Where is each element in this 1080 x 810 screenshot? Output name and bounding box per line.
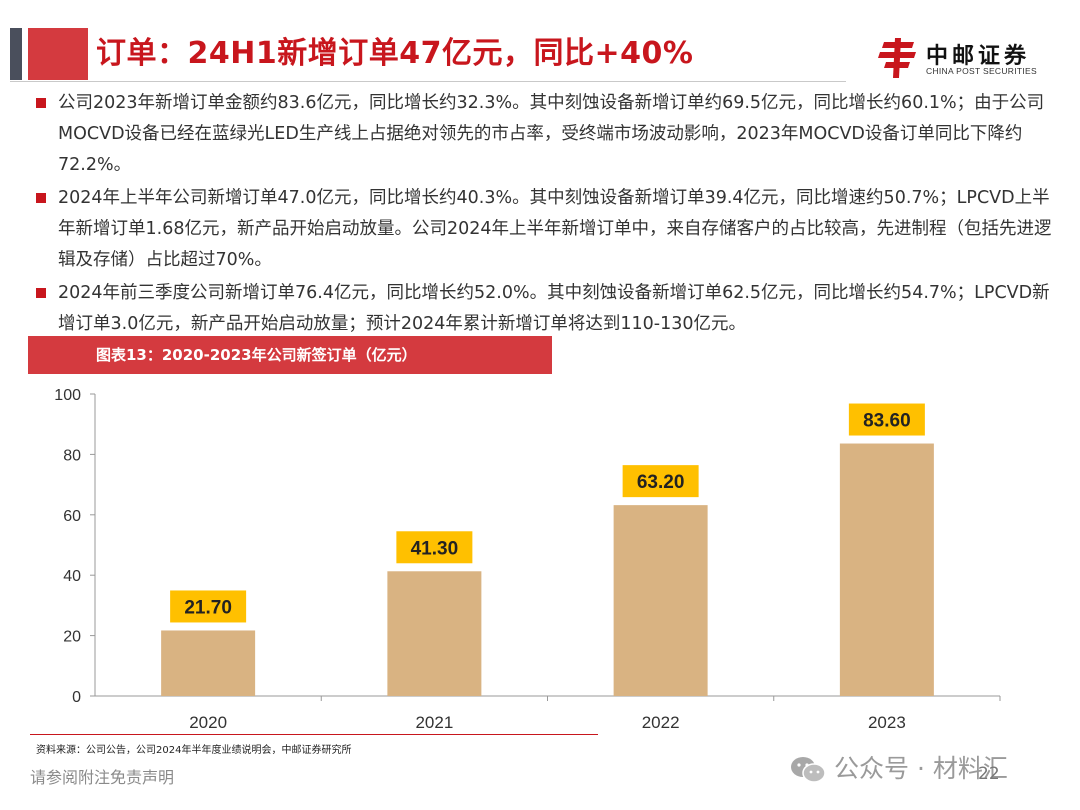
source-divider bbox=[30, 734, 598, 735]
company-logo: 中邮证券 CHINA POST SECURITIES bbox=[878, 36, 1058, 80]
x-tick-label: 2023 bbox=[868, 713, 906, 732]
x-tick-label: 2020 bbox=[189, 713, 227, 732]
watermark: 公众号 · 材料汇 bbox=[790, 752, 1008, 786]
chart-title-bar bbox=[28, 336, 552, 374]
logo-icon bbox=[878, 38, 916, 78]
y-tick-label: 80 bbox=[63, 447, 81, 464]
data-label-background bbox=[848, 403, 925, 436]
watermark-text: 公众号 · 材料汇 bbox=[834, 754, 1008, 783]
bullet-square-icon bbox=[36, 193, 46, 203]
bar-chart: 0 20 40 60 80 100 21.70 2020 41.30 2021 63.20 2022 8… bbox=[54, 387, 1001, 732]
y-tick-label: 100 bbox=[54, 387, 81, 404]
source-note: 资料来源：公司公告，公司2024年半年度业绩说明会，中邮证券研究所 bbox=[36, 745, 352, 756]
y-tick-label: 0 bbox=[72, 689, 81, 706]
bullet-item: 2024年前三季度公司新增订单76.4亿元，同比增长约52.0%。其中刻蚀设备新… bbox=[36, 278, 1066, 340]
data-label-background bbox=[396, 531, 473, 564]
y-tick-label: 60 bbox=[63, 508, 81, 525]
x-tick-label: 2022 bbox=[642, 713, 680, 732]
bar bbox=[387, 571, 482, 696]
page-number: 22 bbox=[978, 764, 1000, 784]
title-accent-block bbox=[28, 28, 88, 80]
bullet-text: 2024年上半年公司新增订单47.0亿元，同比增长约40.3%。其中刻蚀设备新增… bbox=[58, 188, 1052, 270]
title-left-bar bbox=[10, 28, 22, 80]
wechat-icon bbox=[791, 757, 826, 783]
bullet-list: 公司2023年新增订单金额约83.6亿元，同比增长约32.3%。其中刻蚀设备新增… bbox=[36, 88, 1066, 342]
logo-chinese-name: 中邮证券 bbox=[926, 44, 1031, 69]
bar bbox=[839, 443, 934, 696]
bullet-text: 2024年前三季度公司新增订单76.4亿元，同比增长约52.0%。其中刻蚀设备新… bbox=[58, 283, 1050, 334]
disclaimer-text: 请参阅附注免责声明 bbox=[30, 768, 175, 787]
data-label: 63.20 bbox=[637, 472, 685, 493]
bar bbox=[161, 630, 256, 696]
x-tick-label: 2021 bbox=[415, 713, 453, 732]
page-title: 订单：24H1新增订单47亿元，同比+40% bbox=[96, 36, 694, 71]
title-divider bbox=[10, 81, 846, 82]
bar bbox=[613, 505, 708, 696]
chart-title: 图表13：2020-2023年公司新签订单（亿元） bbox=[96, 346, 417, 364]
bullet-item: 2024年上半年公司新增订单47.0亿元，同比增长约40.3%。其中刻蚀设备新增… bbox=[36, 183, 1066, 276]
logo-english-name: CHINA POST SECURITIES bbox=[926, 66, 1037, 76]
bullet-item: 公司2023年新增订单金额约83.6亿元，同比增长约32.3%。其中刻蚀设备新增… bbox=[36, 88, 1066, 181]
data-label-background bbox=[622, 465, 699, 498]
y-tick-label: 40 bbox=[63, 568, 81, 585]
data-label: 41.30 bbox=[411, 538, 459, 559]
bullet-text: 公司2023年新增订单金额约83.6亿元，同比增长约32.3%。其中刻蚀设备新增… bbox=[58, 93, 1045, 175]
bullet-square-icon bbox=[36, 98, 46, 108]
data-label: 83.60 bbox=[863, 411, 911, 432]
bullet-square-icon bbox=[36, 288, 46, 298]
y-tick-label: 20 bbox=[63, 629, 81, 646]
data-label: 21.70 bbox=[184, 597, 232, 618]
data-label-background bbox=[170, 590, 247, 623]
